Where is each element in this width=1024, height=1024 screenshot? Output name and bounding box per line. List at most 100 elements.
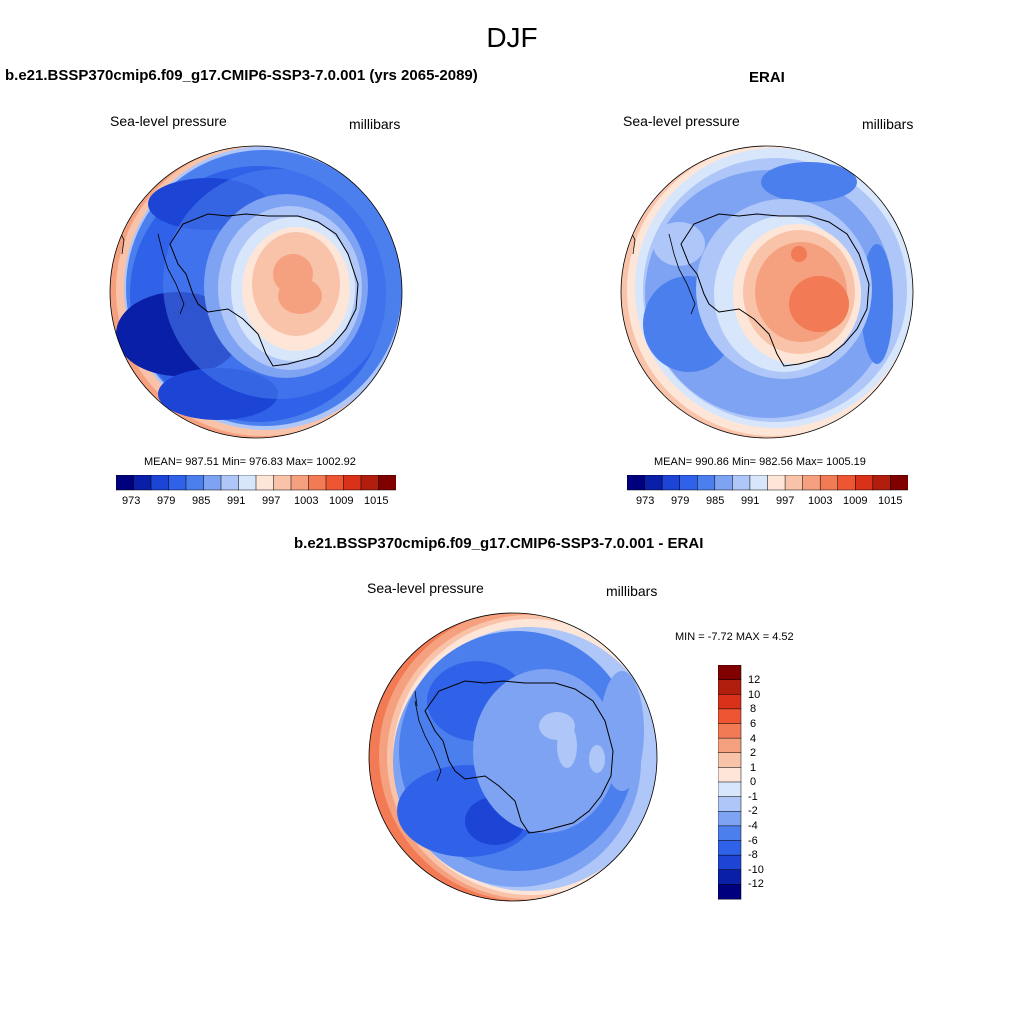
panel3-units-label: millibars bbox=[606, 583, 658, 599]
panel2-colorbar-tick: 985 bbox=[706, 495, 725, 507]
panel1-polar-map bbox=[109, 145, 403, 439]
colorbar-swatch bbox=[718, 884, 742, 900]
panel3-colorbar-tick: 1 bbox=[750, 762, 757, 774]
panel3-colorbar-tick: 8 bbox=[750, 703, 757, 715]
panel3-colorbar-tick: 4 bbox=[750, 733, 757, 745]
colorbar-swatch bbox=[718, 796, 742, 812]
colorbar-swatch bbox=[718, 679, 742, 695]
panel2-colorbar-tick: 991 bbox=[741, 495, 760, 507]
colorbar-swatch bbox=[220, 474, 239, 491]
colorbar-swatch bbox=[343, 474, 362, 491]
panel3-title: b.e21.BSSP370cmip6.f09_g17.CMIP6-SSP3-7.… bbox=[294, 535, 704, 552]
panel1-colorbar-tick: 985 bbox=[192, 495, 211, 507]
panel3-colorbar-tick: -8 bbox=[748, 849, 758, 861]
panel3-variable-label: Sea-level pressure bbox=[367, 580, 484, 596]
panel2-stats: MEAN= 990.86 Min= 982.56 Max= 1005.19 bbox=[654, 456, 866, 468]
panel3-colorbar-tick: 12 bbox=[748, 674, 761, 686]
colorbar-swatch bbox=[718, 694, 742, 710]
panel1-variable-label: Sea-level pressure bbox=[110, 113, 227, 129]
panel3-colorbar-swatches bbox=[718, 665, 742, 900]
panel3-colorbar-tick: -2 bbox=[748, 805, 758, 817]
panel2-colorbar-swatches bbox=[626, 474, 909, 491]
panel3-colorbar-tick: 10 bbox=[748, 689, 761, 701]
panel1-units-label: millibars bbox=[349, 116, 401, 132]
colorbar-swatch bbox=[718, 869, 742, 885]
panel3-polar-map bbox=[368, 612, 658, 902]
panel2-colorbar-tick: 1015 bbox=[878, 495, 903, 507]
colorbar-swatch bbox=[718, 737, 742, 754]
colorbar-swatch bbox=[378, 474, 397, 491]
colorbar-swatch bbox=[325, 474, 344, 491]
colorbar-swatch bbox=[661, 474, 681, 491]
colorbar-swatch bbox=[150, 474, 169, 491]
colorbar-swatch bbox=[718, 665, 742, 681]
panel2-colorbar-tick: 1009 bbox=[843, 495, 868, 507]
panel2-colorbar-tick: 997 bbox=[776, 495, 795, 507]
colorbar-swatch bbox=[185, 474, 204, 491]
panel1-title: b.e21.BSSP370cmip6.f09_g17.CMIP6-SSP3-7.… bbox=[5, 67, 478, 84]
panel1-colorbar-tick: 973 bbox=[122, 495, 141, 507]
colorbar-swatch bbox=[718, 723, 742, 739]
colorbar-swatch bbox=[697, 474, 716, 491]
colorbar-swatch bbox=[802, 474, 821, 491]
colorbar-swatch bbox=[872, 474, 891, 491]
colorbar-swatch bbox=[718, 781, 742, 798]
colorbar-swatch bbox=[203, 474, 222, 491]
colorbar-swatch bbox=[732, 474, 751, 491]
colorbar-swatch bbox=[133, 474, 152, 491]
colorbar-swatch bbox=[360, 474, 379, 491]
panel3-colorbar-tick: -6 bbox=[748, 835, 758, 847]
colorbar-swatch bbox=[626, 474, 646, 491]
colorbar-swatch bbox=[784, 474, 804, 491]
colorbar-swatch bbox=[290, 474, 309, 491]
panel3-colorbar-tick: 6 bbox=[750, 718, 757, 730]
panel1-colorbar-tick: 997 bbox=[262, 495, 281, 507]
colorbar-swatch bbox=[115, 474, 134, 491]
panel3-colorbar-tick: -4 bbox=[748, 820, 758, 832]
panel3-colorbar-tick: -1 bbox=[748, 791, 758, 803]
panel1-colorbar-tick: 1003 bbox=[294, 495, 319, 507]
colorbar-swatch bbox=[718, 752, 742, 768]
colorbar-swatch bbox=[718, 811, 742, 827]
panel2-title: ERAI bbox=[749, 69, 785, 86]
panel2-colorbar bbox=[626, 474, 909, 491]
colorbar-swatch bbox=[890, 474, 909, 491]
panel2-units-label: millibars bbox=[862, 116, 914, 132]
colorbar-swatch bbox=[679, 474, 698, 491]
panel2-colorbar-tick: 1003 bbox=[808, 495, 833, 507]
colorbar-swatch bbox=[767, 474, 786, 491]
panel1-colorbar-tick: 1015 bbox=[364, 495, 389, 507]
colorbar-swatch bbox=[238, 474, 257, 491]
colorbar-swatch bbox=[837, 474, 856, 491]
panel2-polar-map bbox=[620, 145, 914, 439]
colorbar-swatch bbox=[718, 854, 742, 871]
figure-title: DJF bbox=[486, 22, 538, 53]
panel1-colorbar-tick: 979 bbox=[157, 495, 176, 507]
colorbar-swatch bbox=[718, 840, 742, 856]
panel1-stats: MEAN= 987.51 Min= 976.83 Max= 1002.92 bbox=[144, 456, 356, 468]
panel2-colorbar-tick: 973 bbox=[636, 495, 655, 507]
colorbar-swatch bbox=[855, 474, 874, 491]
colorbar-swatch bbox=[255, 474, 274, 491]
panel3-colorbar-tick: 0 bbox=[750, 776, 757, 788]
panel1-colorbar-swatches bbox=[115, 474, 397, 491]
colorbar-swatch bbox=[718, 767, 742, 783]
colorbar-swatch bbox=[749, 474, 768, 491]
colorbar-swatch bbox=[718, 825, 742, 841]
panel3-colorbar bbox=[718, 665, 742, 900]
panel2-colorbar-tick: 979 bbox=[671, 495, 690, 507]
panel1-colorbar-tick: 991 bbox=[227, 495, 246, 507]
colorbar-swatch bbox=[644, 474, 663, 491]
panel1-colorbar-tick: 1009 bbox=[329, 495, 354, 507]
panel3-colorbar-tick: -10 bbox=[748, 864, 764, 876]
colorbar-swatch bbox=[308, 474, 327, 491]
colorbar-swatch bbox=[819, 474, 839, 491]
panel3-stats: MIN = -7.72 MAX = 4.52 bbox=[675, 631, 794, 643]
colorbar-swatch bbox=[714, 474, 733, 491]
colorbar-swatch bbox=[718, 708, 742, 724]
panel1-colorbar bbox=[115, 474, 397, 491]
panel2-variable-label: Sea-level pressure bbox=[623, 113, 740, 129]
colorbar-swatch bbox=[273, 474, 292, 491]
colorbar-swatch bbox=[168, 474, 187, 491]
panel3-colorbar-tick: 2 bbox=[750, 747, 757, 759]
